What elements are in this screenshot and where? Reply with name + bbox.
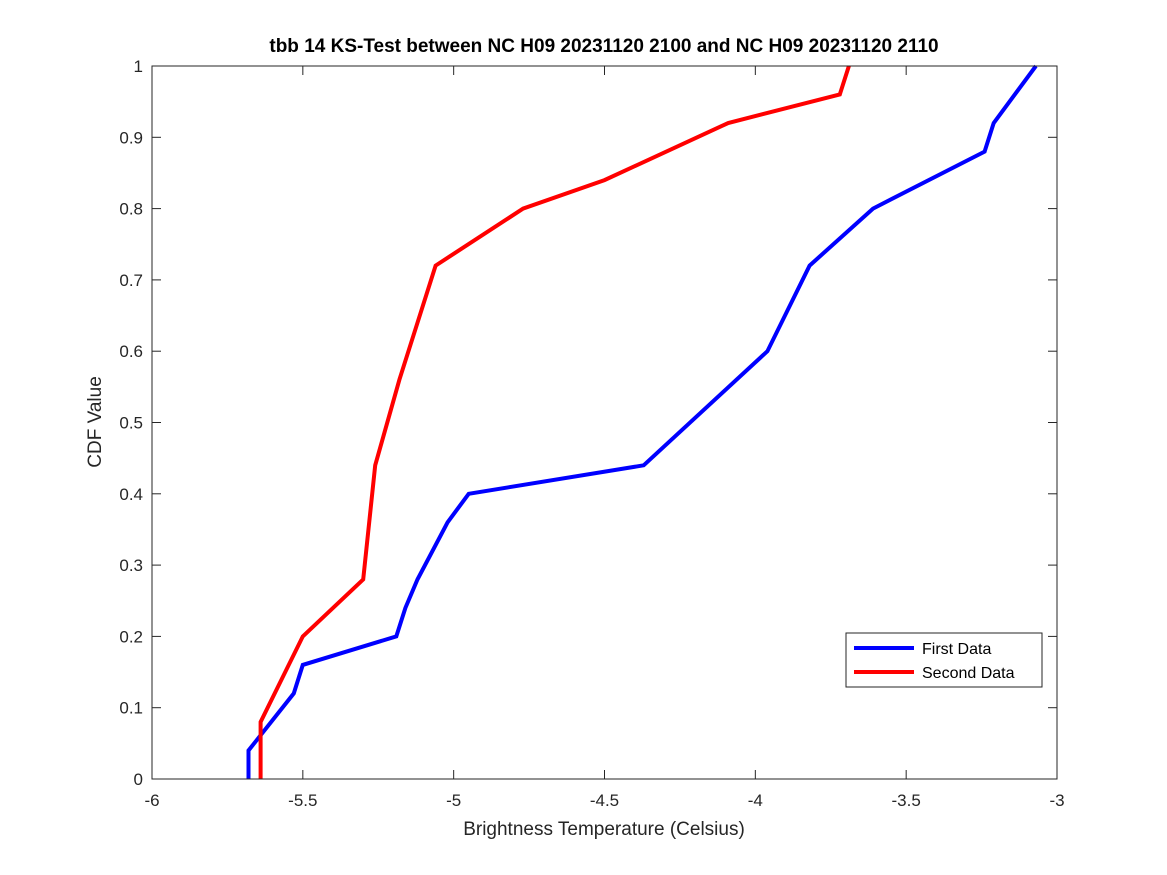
series-line-first-data: [246, 64, 1038, 779]
y-tick-label: 0.6: [119, 342, 143, 361]
y-tick-label: 1: [134, 57, 143, 76]
y-tick-label: 0.5: [119, 414, 143, 433]
legend: First Data Second Data: [845, 632, 1043, 688]
x-axis-label: Brightness Temperature (Celsius): [463, 819, 745, 840]
y-axis-label: CDF Value: [85, 376, 106, 468]
x-tick-label: -3: [1049, 791, 1064, 810]
y-tick-label: 0.7: [119, 271, 143, 290]
x-tick-label: -4.5: [590, 791, 619, 810]
x-tick-label: -6: [144, 791, 159, 810]
y-tick-label: 0.1: [119, 699, 143, 718]
y-tick-label: 0.9: [119, 128, 143, 147]
series-layer: [246, 64, 1038, 779]
chart-title: tbb 14 KS-Test between NC H09 20231120 2…: [269, 36, 938, 57]
legend-box: [845, 632, 1043, 688]
y-tick-label: 0.2: [119, 627, 143, 646]
x-tick-label: -5.5: [288, 791, 317, 810]
x-tick-label: -5: [446, 791, 461, 810]
ticks-layer: -6 -5.5 -5 -4.5 -4 -3.5 -3 0 0.1 0.2 0.3 0.4 0.5 0.6 0…: [119, 57, 1064, 810]
y-tick-label: 0.3: [119, 556, 143, 575]
legend-label-first-data: First Data: [922, 641, 991, 658]
y-tick-label: 0: [134, 770, 143, 789]
legend-label-second-data: Second Data: [922, 665, 1015, 682]
y-tick-label: 0.8: [119, 200, 143, 219]
y-tick-label: 0.4: [119, 485, 143, 504]
series-line-second-data: [258, 65, 851, 779]
x-tick-label: -3.5: [892, 791, 921, 810]
x-tick-label: -4: [748, 791, 763, 810]
